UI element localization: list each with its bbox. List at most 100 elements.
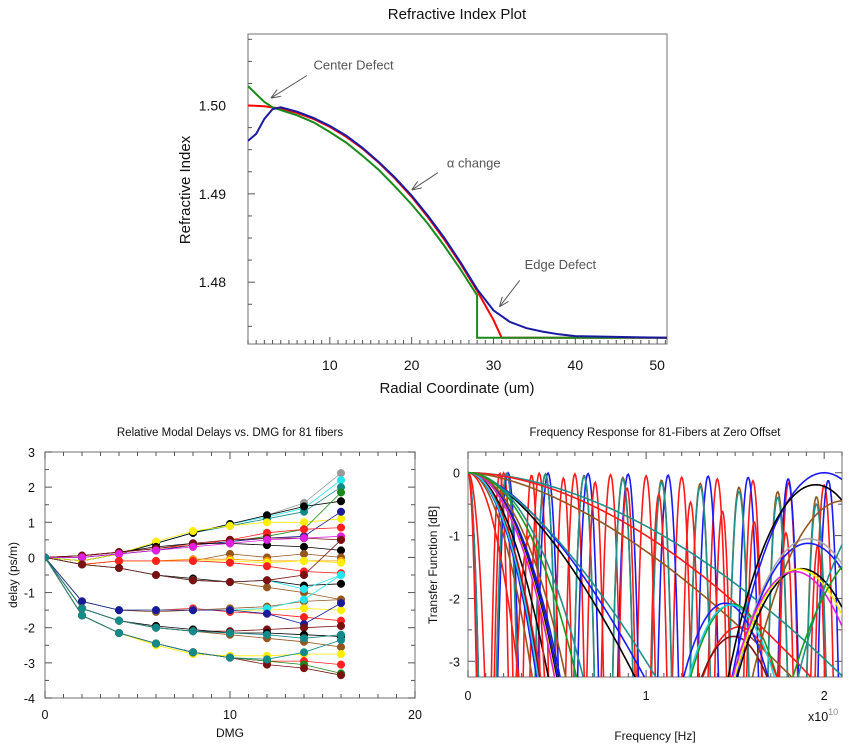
plot-frame — [247, 33, 668, 345]
data-point — [336, 606, 346, 615]
data-point — [299, 613, 309, 622]
data-point — [336, 507, 346, 516]
series-line-edge-defect — [248, 106, 667, 339]
series-line — [468, 471, 840, 677]
y-tick-label: -4 — [24, 692, 35, 706]
y-tick-label: 1 — [28, 516, 35, 530]
data-point — [151, 639, 161, 648]
x-axis-label: Radial Coordinate (um) — [379, 380, 534, 397]
series-lines — [45, 472, 342, 676]
y-axis-label: Refractive Index — [177, 135, 194, 244]
data-point — [299, 623, 309, 632]
data-point — [336, 642, 346, 652]
x-axis-label: DMG — [216, 726, 244, 740]
data-point — [299, 502, 309, 511]
y-tick-label: 1.49 — [199, 186, 226, 202]
data-point — [225, 606, 235, 615]
data-point — [336, 497, 346, 506]
data-point — [225, 628, 235, 638]
data-point — [77, 560, 87, 569]
series-line — [468, 471, 842, 677]
data-point — [77, 597, 87, 606]
series-line — [468, 471, 534, 677]
series-line — [468, 471, 550, 677]
data-point — [262, 511, 272, 520]
series-line — [468, 471, 842, 677]
data-point — [188, 556, 198, 565]
series-line — [468, 471, 769, 677]
x-tick-label: 20 — [404, 357, 420, 373]
data-point — [151, 623, 161, 632]
data-point — [299, 518, 309, 527]
series-line — [468, 471, 842, 677]
y-axis-label: Transfer Function [dB] — [426, 506, 440, 624]
annotation-label: Center Defect — [313, 57, 394, 72]
series-line — [468, 471, 812, 677]
data-point — [225, 653, 235, 662]
x-tick-label: 0 — [42, 708, 49, 722]
data-point — [299, 664, 309, 673]
series-line-alpha-change — [248, 104, 667, 339]
data-point — [188, 627, 198, 636]
plot-area: 0 1 2 0 -1 -2 -3 — [449, 451, 843, 703]
y-tick-label: 3 — [28, 446, 35, 460]
data-point — [45, 553, 50, 562]
data-point — [225, 558, 235, 567]
data-point — [114, 616, 124, 625]
x-tick-label: 10 — [223, 708, 237, 722]
annotation-label: α change — [447, 155, 501, 170]
data-point — [299, 534, 309, 543]
data-point — [151, 546, 161, 555]
x-axis-multiplier: x1010 — [808, 707, 838, 724]
y-tick-label: 0 — [453, 467, 460, 481]
data-point — [77, 611, 87, 620]
y-tick-label: 1.50 — [199, 98, 226, 114]
series-line — [468, 471, 842, 677]
series-line — [468, 471, 842, 677]
series-line — [45, 557, 342, 637]
chart-title: Relative Modal Delays vs. DMG for 81 fib… — [117, 427, 343, 439]
x-tick-label: 50 — [649, 357, 665, 373]
x-tick-label: 20 — [408, 708, 422, 722]
series-line — [468, 471, 842, 677]
x-tick-label: 30 — [486, 357, 502, 373]
data-point — [299, 556, 309, 565]
data-point — [262, 583, 272, 592]
data-point — [262, 609, 272, 618]
data-point — [77, 553, 87, 562]
y-tick-label: 1.48 — [199, 274, 226, 290]
plot-area: 10 20 30 40 50 1.48 1.49 1.50 Center Defect α cha… — [199, 33, 668, 373]
series-line — [468, 471, 776, 677]
y-tick-label: -3 — [449, 655, 460, 669]
data-point — [188, 648, 198, 657]
series-line — [468, 471, 769, 677]
x-tick-label: 0 — [465, 689, 472, 703]
data-point — [188, 542, 198, 551]
data-point — [188, 527, 198, 536]
data-point — [336, 671, 346, 680]
y-tick-label: 0 — [28, 551, 35, 565]
x-tick-label: 40 — [568, 357, 584, 373]
data-point — [151, 570, 161, 580]
data-point — [336, 476, 346, 485]
data-point — [225, 577, 235, 587]
modal-delays-chart: Relative Modal Delays vs. DMG for 81 fib… — [6, 427, 422, 740]
y-tick-label: -1 — [449, 530, 460, 544]
data-point — [262, 630, 272, 639]
series-line — [468, 471, 778, 677]
data-point — [336, 579, 346, 588]
data-point — [114, 628, 124, 638]
chart-title: Frequency Response for 81-Fibers at Zero… — [530, 427, 782, 439]
series-group — [248, 85, 667, 339]
series-line-center-defect — [248, 85, 667, 339]
data-point — [299, 595, 309, 604]
y-tick-label: -3 — [24, 657, 35, 671]
data-point — [262, 518, 272, 527]
data-point — [336, 660, 346, 669]
data-point — [262, 576, 272, 585]
x-tick-label: 2 — [821, 689, 828, 703]
annotation-arrow — [500, 280, 521, 306]
data-point — [225, 521, 235, 530]
series-line — [468, 472, 827, 677]
